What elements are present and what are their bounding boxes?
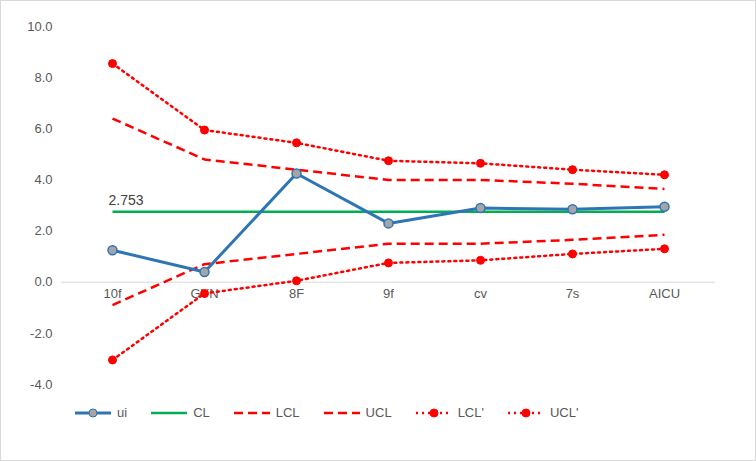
svg-text:0.0: 0.0 <box>34 274 52 289</box>
html-text:LCL': LCL' <box>457 405 484 420</box>
svg-text:8F: 8F <box>289 286 304 301</box>
svg-text:8.0: 8.0 <box>34 70 52 85</box>
svg-text:cv: cv <box>474 286 488 301</box>
svg-text:GYN: GYN <box>190 286 219 302</box>
svg-text:10f: 10f <box>103 286 121 301</box>
svg-text:7s: 7s <box>566 286 580 301</box>
svg-text:2.753: 2.753 <box>109 192 144 208</box>
svg-text:2.0: 2.0 <box>34 223 52 238</box>
svg-text:9f: 9f <box>383 286 394 301</box>
html-text:UCL': UCL' <box>550 405 579 420</box>
svg-text:-2.0: -2.0 <box>30 326 52 341</box>
html-text:CL: CL <box>193 405 210 420</box>
html-text:UCL: UCL <box>365 405 392 420</box>
html-text:LCL: LCL <box>275 405 300 420</box>
html-text:ui: ui <box>117 405 128 420</box>
svg-text:6.0: 6.0 <box>34 121 52 136</box>
svg-text:AICU: AICU <box>649 286 680 301</box>
svg-text:10.0: 10.0 <box>27 19 52 34</box>
svg-text:4.0: 4.0 <box>34 172 52 187</box>
svg-text:-4.0: -4.0 <box>30 377 52 392</box>
